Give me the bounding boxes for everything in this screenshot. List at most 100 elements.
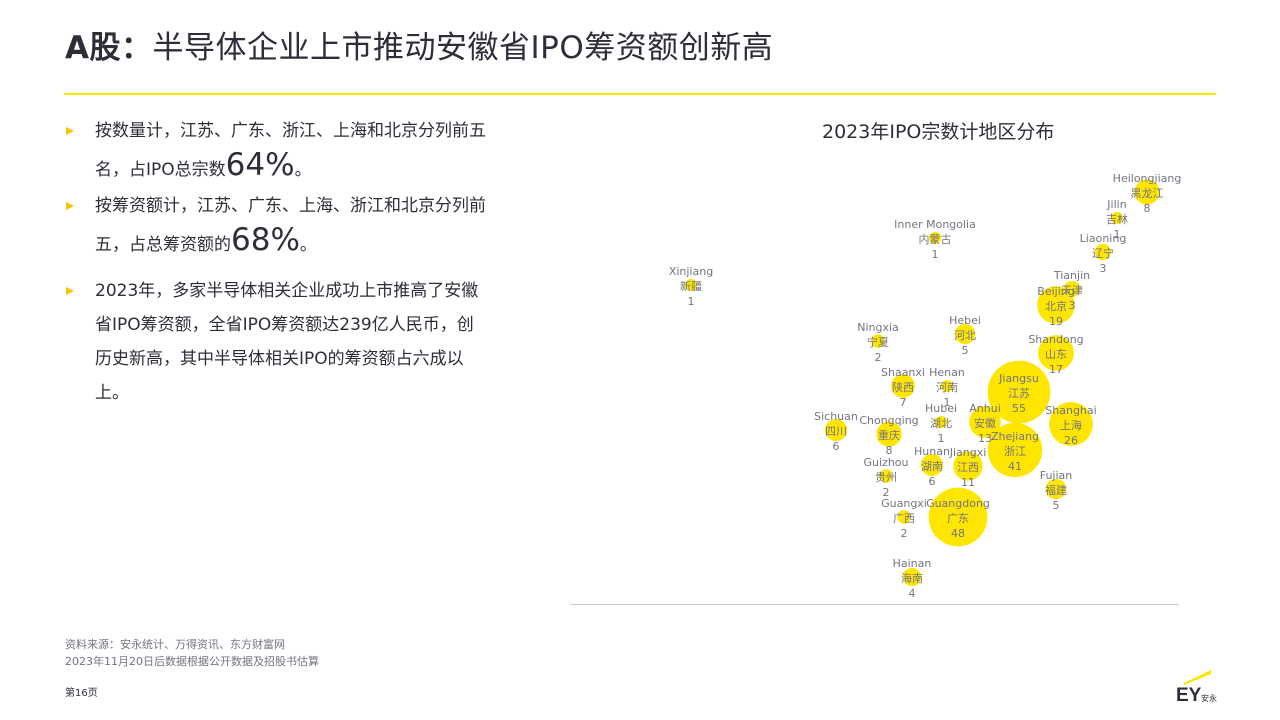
bullet-item: 按数量计，江苏、广东、浙江、上海和北京分列前五名，占IPO总宗数64%。 [66, 114, 486, 187]
ey-logo-mark: EY [1176, 685, 1202, 706]
bubble-jiangxi [953, 451, 983, 481]
label-zh-heilongjiang: 黑龙江 [1131, 187, 1164, 200]
source-line: 2023年11月20日后数据根据公开数据及招股书估算 [65, 655, 319, 668]
label-en-beijing: Beijing [1037, 285, 1074, 298]
label-value-hunan: 6 [929, 475, 936, 488]
label-zh-shanghai: 上海 [1060, 418, 1082, 432]
label-en-chongqing: Chongqing [859, 414, 918, 427]
label-value-guangxi: 2 [901, 527, 908, 540]
label-en-shaanxi: Shaanxi [881, 366, 925, 379]
bubble-ningxia [871, 334, 885, 348]
bubble-henan [941, 380, 953, 392]
label-value-heilongjiang: 8 [1144, 202, 1151, 215]
bubble-guangxi [897, 510, 911, 524]
label-value-sichuan: 6 [833, 440, 840, 453]
bullet-text: 按数量计，江苏、广东、浙江、上海和北京分列前五名，占IPO总宗数 [95, 121, 486, 180]
label-zh-shandong: 山东 [1045, 348, 1067, 361]
label-value-guangdong: 48 [951, 527, 965, 540]
label-en-hebei: Hebei [949, 314, 981, 327]
label-zh-jiangsu: 江苏 [1008, 387, 1030, 400]
bullet-item: 2023年，多家半导体相关企业成功上市推高了安徽省IPO筹资额，全省IPO筹资额… [66, 274, 486, 410]
bubble-hubei [935, 416, 947, 428]
label-zh-jiangxi: 江西 [957, 461, 979, 474]
label-en-tianjin: Tianjin [1053, 269, 1090, 282]
label-value-chongqing: 8 [886, 444, 893, 457]
bubble-sichuan [824, 418, 848, 442]
label-en-zhejiang: Zhejiang [991, 430, 1039, 443]
key-findings-list: 按数量计，江苏、广东、浙江、上海和北京分列前五名，占IPO总宗数64%。 按筹资… [66, 114, 486, 410]
bubble-hainan [902, 567, 922, 587]
bubble-jiangsu [987, 360, 1051, 424]
bubble-liaoning [1094, 243, 1112, 261]
label-zh-jilin: 吉林 [1106, 212, 1128, 226]
label-en-guangxi: Guangxi [881, 497, 927, 510]
label-zh-guizhou: 贵州 [875, 471, 897, 484]
label-value-jiangxi: 11 [961, 476, 975, 489]
label-en-jilin: Jilin [1106, 198, 1126, 211]
bubble-shanghai [1049, 402, 1093, 446]
label-en-jiangsu: Jiangsu [998, 372, 1039, 385]
label-value-jiangsu: 55 [1012, 402, 1026, 415]
label-value-beijing: 19 [1049, 315, 1063, 328]
label-value-hebei: 5 [962, 344, 969, 357]
label-value-inner-mongolia: 1 [932, 248, 939, 261]
label-zh-guangxi: 广西 [893, 512, 915, 525]
label-zh-chongqing: 重庆 [878, 428, 900, 442]
label-zh-liaoning: 辽宁 [1092, 246, 1114, 260]
bubble-xinjiang [685, 279, 697, 291]
label-en-jiangxi: Jiangxi [949, 446, 987, 459]
label-zh-xinjiang: 新疆 [680, 279, 702, 293]
bubble-chongqing [876, 421, 902, 447]
ey-logo: EY 安永 [1176, 670, 1217, 706]
bubble-hebei [954, 323, 976, 345]
label-en-heilongjiang: Heilongjiang [1113, 172, 1182, 185]
label-zh-beijing: 北京 [1045, 299, 1067, 313]
label-value-henan: 1 [944, 396, 951, 409]
page-title: A股：半导体企业上市推动安徽省IPO筹资额创新高 [65, 22, 773, 67]
bullet-triangle-icon [66, 202, 74, 210]
bullet-highlight-value: 64% [225, 147, 295, 183]
label-value-fujian: 5 [1053, 499, 1060, 512]
label-value-shaanxi: 7 [900, 396, 907, 409]
bubble-inner-mongolia [929, 232, 941, 244]
label-zh-tianjin: 天津 [1061, 284, 1083, 297]
bubble-jilin [1111, 212, 1123, 224]
bullet-highlight-value: 68% [231, 222, 300, 258]
label-value-tianjin: 3 [1069, 299, 1076, 312]
label-zh-zhejiang: 浙江 [1004, 445, 1026, 458]
page-number: 第16页 [65, 688, 98, 699]
label-value-hainan: 4 [909, 587, 916, 600]
bubble-zhejiang [987, 422, 1043, 478]
source-line: 资料来源：安永统计、万得资讯、东方财富网 [65, 638, 285, 651]
bubble-heilongjiang [1134, 179, 1160, 205]
label-value-ningxia: 2 [875, 351, 882, 364]
label-en-liaoning: Liaoning [1080, 232, 1127, 245]
bubble-guizhou [879, 469, 893, 483]
ey-logo-beam [1184, 670, 1211, 685]
label-zh-hunan: 湖南 [921, 460, 943, 473]
label-en-shandong: Shandong [1028, 333, 1083, 346]
label-en-hunan: Hunan [914, 445, 950, 458]
title-main: 半导体企业上市推动安徽省IPO筹资额创新高 [152, 30, 774, 66]
bullet-text: 按筹资额计，江苏、广东、上海、浙江和北京分列前五，占总筹资额的 [95, 196, 486, 255]
label-en-sichuan: Sichuan [814, 410, 858, 423]
label-value-shandong: 17 [1049, 363, 1063, 376]
label-zh-sichuan: 四川 [825, 425, 847, 438]
label-zh-henan: 河南 [936, 381, 958, 394]
bubble-shandong [1038, 335, 1074, 371]
bubble-fujian [1045, 478, 1067, 500]
label-en-hainan: Hainan [893, 557, 932, 570]
label-zh-anhui: 安徽 [974, 416, 996, 430]
label-zh-ningxia: 宁夏 [867, 335, 889, 349]
bullet-item: 按筹资额计，江苏、广东、上海、浙江和北京分列前五，占总筹资额的68%。 [66, 189, 486, 262]
label-value-guizhou: 2 [883, 486, 890, 499]
label-en-ningxia: Ningxia [857, 321, 899, 334]
bubble-beijing [1037, 286, 1075, 324]
chart-title: 2023年IPO宗数计地区分布 [822, 121, 1055, 143]
label-en-guangdong: Guangdong [926, 497, 990, 510]
label-zh-inner-mongolia: 内蒙古 [919, 232, 952, 246]
label-zh-hubei: 湖北 [930, 417, 952, 430]
label-en-xinjiang: Xinjiang [669, 265, 713, 278]
ey-logo-subtext: 安永 [1201, 693, 1217, 703]
